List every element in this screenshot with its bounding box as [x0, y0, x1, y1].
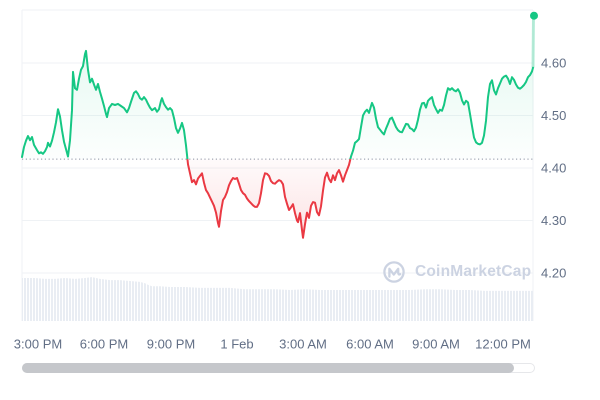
x-axis-label: 3:00 AM — [279, 337, 327, 352]
price-area-down — [22, 159, 534, 238]
x-axis-label: 12:00 PM — [475, 337, 531, 352]
y-axis-label: 4.30 — [541, 213, 566, 228]
x-axis-label: 9:00 PM — [147, 337, 195, 352]
y-axis-label: 4.60 — [541, 56, 566, 71]
y-axis-label: 4.20 — [541, 266, 566, 281]
live-price-spike-line — [531, 18, 535, 68]
price-area-up — [22, 16, 534, 160]
chart-scrollbar-thumb[interactable] — [22, 363, 514, 373]
x-axis: 3:00 PM 6:00 PM 9:00 PM 1 Feb 3:00 AM 6:00 AM… — [14, 337, 531, 352]
y-axis-label: 4.40 — [541, 161, 566, 176]
y-axis-label: 4.50 — [541, 108, 566, 123]
x-axis-label: 9:00 AM — [412, 337, 460, 352]
chart-scrollbar-track[interactable] — [22, 363, 535, 373]
x-axis-label: 6:00 AM — [346, 337, 394, 352]
price-line-down — [186, 159, 352, 239]
volume-bars — [22, 277, 533, 321]
x-axis-label: 1 Feb — [220, 337, 253, 352]
latest-price-dot — [530, 11, 538, 20]
x-axis-label: 6:00 PM — [80, 337, 128, 352]
y-axis: 4.60 4.50 4.40 4.30 4.20 — [541, 56, 566, 281]
price-line-up — [21, 49, 534, 160]
x-axis-label: 3:00 PM — [14, 337, 62, 352]
